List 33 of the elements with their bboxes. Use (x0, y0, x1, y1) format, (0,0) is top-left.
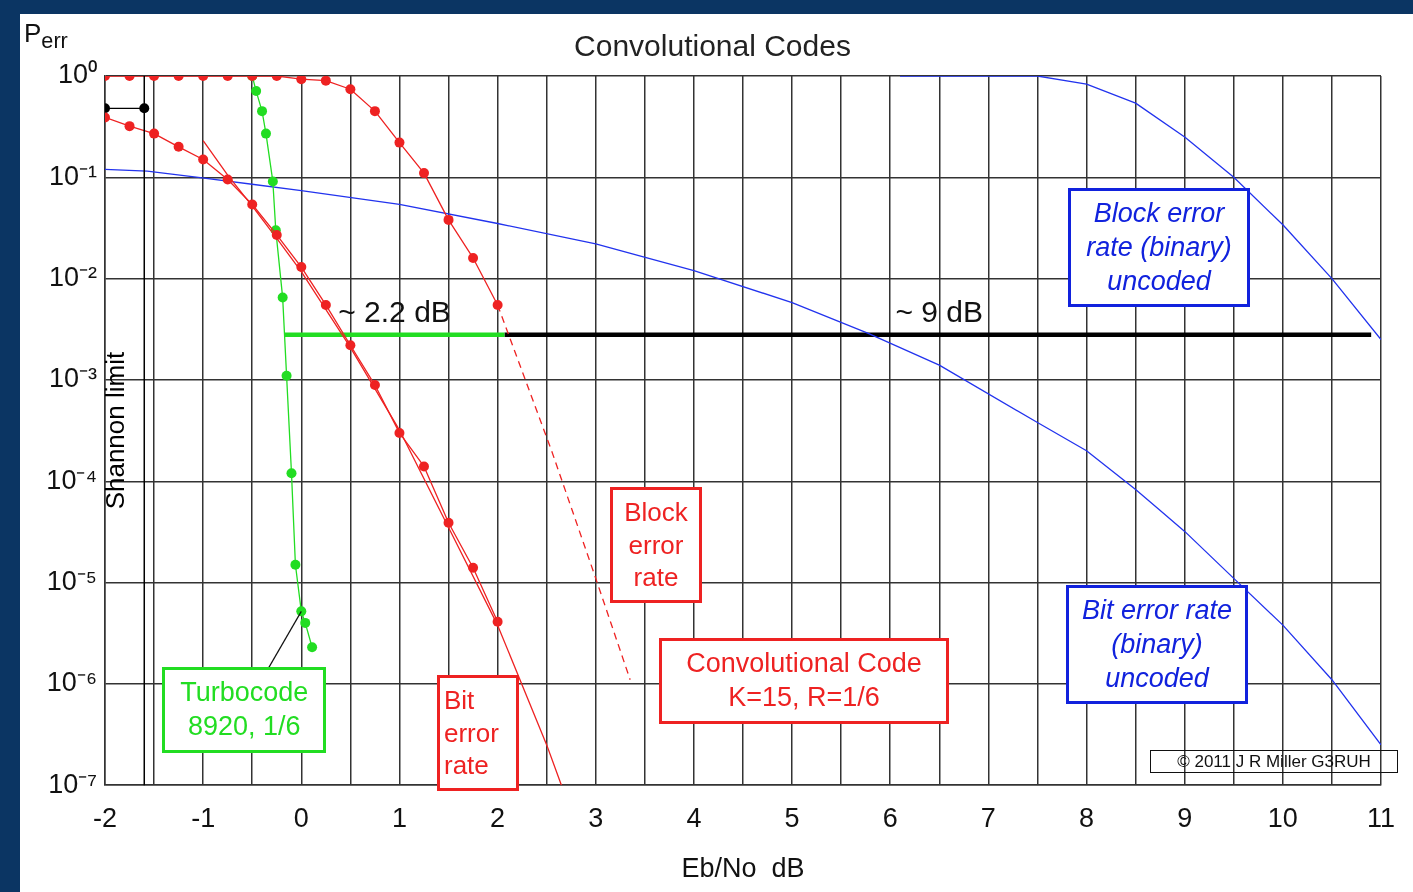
annotation: Convolutional Code K=15, R=1/6 (659, 638, 949, 724)
x-tick-label: 8 (1079, 802, 1095, 833)
y-tick-label: 10⁻⁴ (46, 464, 97, 495)
y-tick-label: 10⁻³ (48, 363, 97, 394)
x-tick-label: 3 (588, 802, 604, 833)
x-tick-label: -1 (191, 802, 216, 833)
x-tick-label: 9 (1177, 802, 1193, 833)
annotation: Block error rate (610, 487, 702, 603)
x-tick-label: 10 (1267, 802, 1298, 833)
annotation: Block error rate (binary) uncoded (1068, 188, 1250, 308)
y-tick-label: 10⁻⁷ (48, 768, 97, 799)
x-tick-label: 7 (980, 802, 996, 833)
y-tick-label: 10⁻⁶ (46, 667, 97, 698)
y-tick-label: 10⁻¹ (48, 160, 97, 191)
x-tick-label: 11 (1366, 802, 1395, 833)
annotation: Turbocode 8920, 1/6 (162, 667, 327, 753)
x-tick-label: 5 (784, 802, 800, 833)
x-tick-label: 6 (882, 802, 898, 833)
x-tick-label: 4 (686, 802, 702, 833)
y-tick-label: 10⁻² (48, 262, 97, 293)
y-tick-label: 10⁻⁵ (46, 566, 97, 597)
ref-line-label: Shannon limit (100, 351, 131, 510)
y-tick-label: 10⁰ (57, 59, 97, 90)
x-tick-label: 1 (391, 802, 407, 833)
y-axis-title: P$_{err}$ (24, 18, 68, 55)
chart-title: Convolutional Codes (574, 29, 851, 63)
x-axis-title: Eb/No dB (681, 853, 805, 884)
x-tick-label: 0 (293, 802, 309, 833)
annotation: Bit error rate (437, 675, 519, 791)
x-tick-label: -2 (92, 802, 118, 833)
annotation: ~ 9 dB (894, 293, 985, 330)
annotation: Bit error rate (binary) uncoded (1066, 585, 1248, 705)
x-tick-label: 2 (490, 802, 506, 833)
